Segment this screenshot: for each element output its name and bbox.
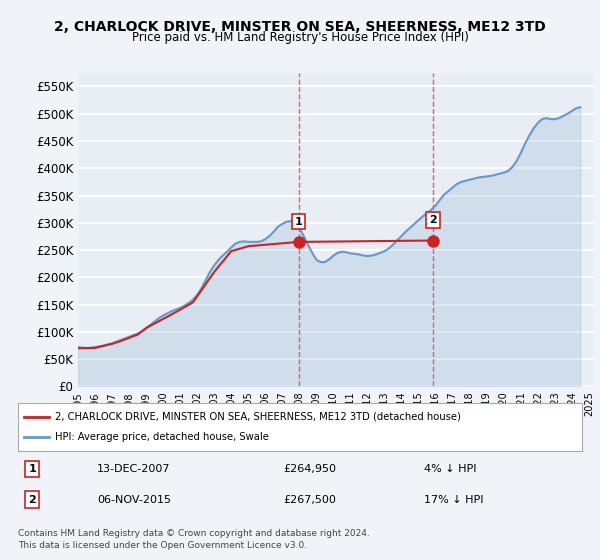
Text: 2: 2 <box>28 495 36 505</box>
Text: Price paid vs. HM Land Registry's House Price Index (HPI): Price paid vs. HM Land Registry's House … <box>131 31 469 44</box>
Text: 4% ↓ HPI: 4% ↓ HPI <box>424 464 476 474</box>
Text: 06-NOV-2015: 06-NOV-2015 <box>97 495 171 505</box>
Text: Contains HM Land Registry data © Crown copyright and database right 2024.: Contains HM Land Registry data © Crown c… <box>18 529 370 538</box>
Text: 13-DEC-2007: 13-DEC-2007 <box>97 464 170 474</box>
Text: 2: 2 <box>429 215 437 225</box>
Text: £267,500: £267,500 <box>283 495 336 505</box>
Text: 1: 1 <box>28 464 36 474</box>
Text: £264,950: £264,950 <box>283 464 336 474</box>
Text: This data is licensed under the Open Government Licence v3.0.: This data is licensed under the Open Gov… <box>18 541 307 550</box>
Text: HPI: Average price, detached house, Swale: HPI: Average price, detached house, Swal… <box>55 432 269 442</box>
Text: 2, CHARLOCK DRIVE, MINSTER ON SEA, SHEERNESS, ME12 3TD (detached house): 2, CHARLOCK DRIVE, MINSTER ON SEA, SHEER… <box>55 412 461 422</box>
Text: 1: 1 <box>295 217 302 227</box>
Text: 2, CHARLOCK DRIVE, MINSTER ON SEA, SHEERNESS, ME12 3TD: 2, CHARLOCK DRIVE, MINSTER ON SEA, SHEER… <box>54 20 546 34</box>
Text: 17% ↓ HPI: 17% ↓ HPI <box>424 495 484 505</box>
